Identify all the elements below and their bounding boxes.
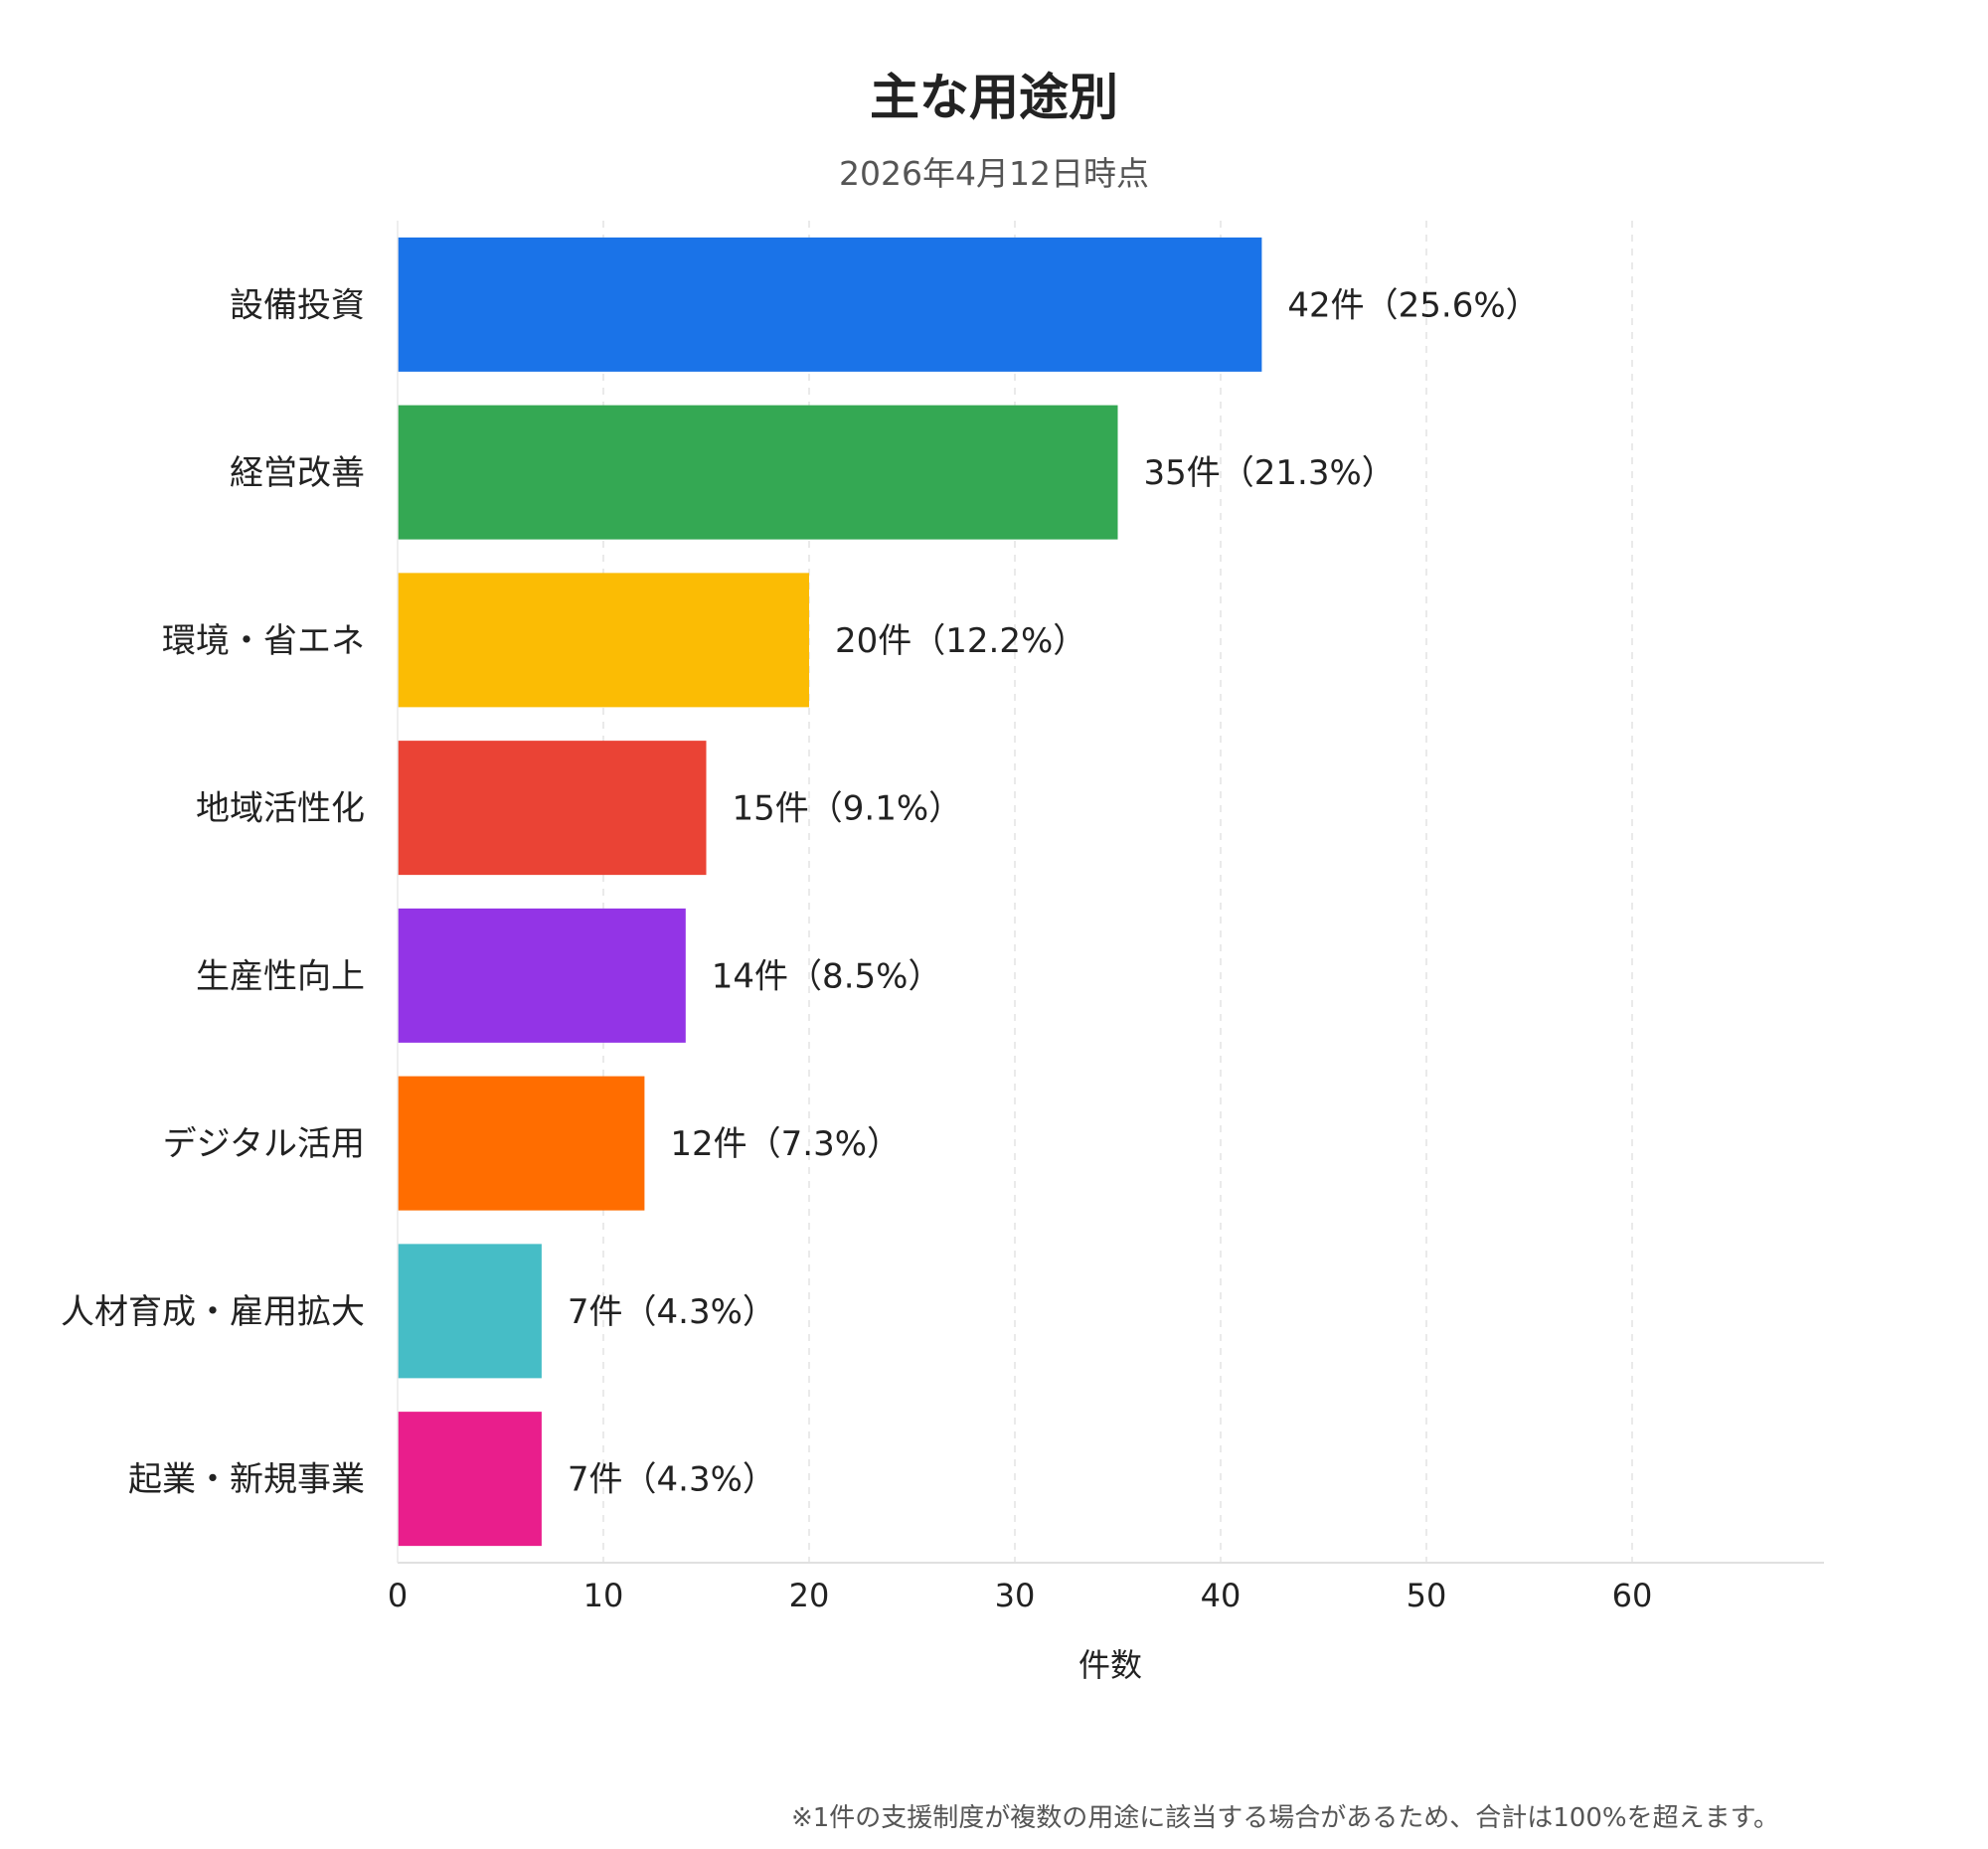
- category-label-2: 環境・省エネ: [162, 621, 365, 661]
- category-label-0: 設備投資: [230, 285, 365, 325]
- x-tick-label-60: 60: [1612, 1577, 1653, 1614]
- x-tick-label-20: 20: [789, 1577, 830, 1614]
- data-label-3: 15件（9.1%）: [733, 789, 963, 829]
- bar-chart: 設備投資 42件（25.6%） 経営改善 35件（21.3%） 環境・省エネ 20件（12…: [61, 221, 1824, 1684]
- bar-4: [398, 908, 686, 1043]
- bar-7: [398, 1412, 542, 1547]
- data-label-6: 7件（4.3%）: [568, 1292, 776, 1332]
- category-label-1: 経営改善: [230, 453, 365, 493]
- category-label-7: 起業・新規事業: [128, 1460, 365, 1500]
- x-tick-label-30: 30: [995, 1577, 1036, 1614]
- category-label-5: デジタル活用: [163, 1124, 365, 1164]
- data-label-7: 7件（4.3%）: [568, 1460, 776, 1500]
- data-label-5: 12件（7.3%）: [670, 1124, 901, 1164]
- data-label-4: 14件（8.5%）: [712, 956, 942, 996]
- x-tick-label-10: 10: [583, 1577, 624, 1614]
- footnote: ※1件の支援制度が複数の用途に該当する場合があるため、合計は100%を超えます。: [790, 1803, 1779, 1833]
- category-label-4: 生産性向上: [196, 956, 365, 996]
- data-label-1: 35件（21.3%）: [1144, 453, 1396, 493]
- chart-subtitle: 2026年4月12日時点: [839, 154, 1149, 193]
- data-label-0: 42件（25.6%）: [1287, 285, 1539, 325]
- labels: 設備投資 42件（25.6%） 経営改善 35件（21.3%） 環境・省エネ 20件（12…: [61, 285, 1540, 1499]
- x-tick-label-40: 40: [1201, 1577, 1242, 1614]
- bar-2: [398, 573, 809, 708]
- bar-0: [398, 237, 1262, 372]
- bars: [398, 237, 1262, 1547]
- x-axis-title: 件数: [1078, 1646, 1142, 1684]
- x-axis: 0 10 20 30 40 50 60 件数: [388, 221, 1824, 1684]
- category-label-6: 人材育成・雇用拡大: [61, 1292, 365, 1332]
- category-label-3: 地域活性化: [196, 789, 365, 829]
- bar-6: [398, 1244, 542, 1379]
- data-label-2: 20件（12.2%）: [835, 621, 1086, 661]
- bar-5: [398, 1076, 645, 1211]
- bar-1: [398, 405, 1118, 540]
- x-tick-label-50: 50: [1407, 1577, 1447, 1614]
- x-tick-label-0: 0: [388, 1577, 408, 1614]
- chart-title: 主な用途別: [870, 69, 1118, 126]
- bar-3: [398, 741, 707, 876]
